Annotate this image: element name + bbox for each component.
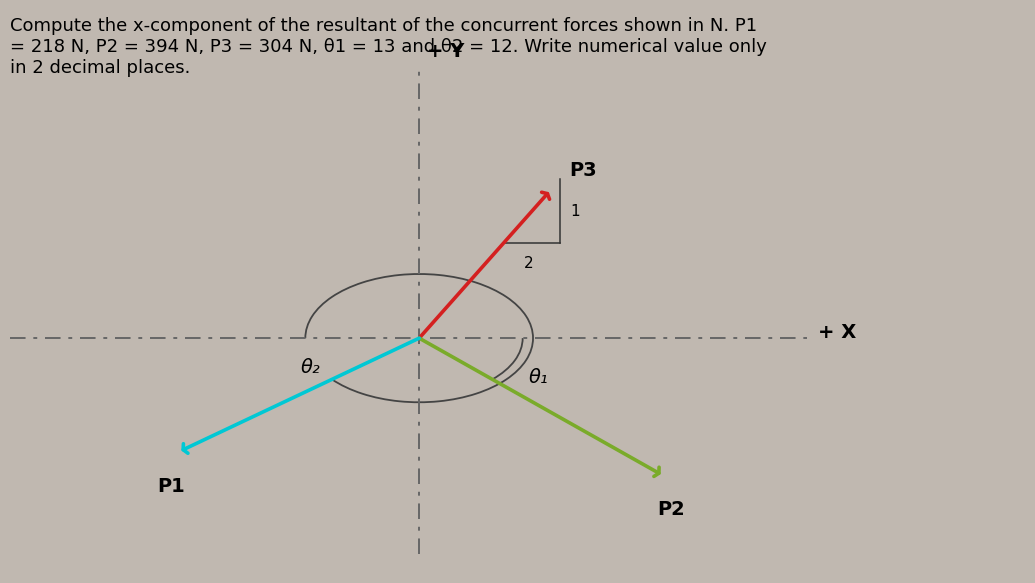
Text: P2: P2 <box>657 500 685 519</box>
Text: + X: + X <box>818 323 856 342</box>
Text: Compute the x-component of the resultant of the concurrent forces shown in N. P1: Compute the x-component of the resultant… <box>10 17 767 77</box>
Text: + Y: + Y <box>427 42 465 61</box>
Text: 2: 2 <box>524 256 534 271</box>
Text: P3: P3 <box>569 161 597 181</box>
Text: P1: P1 <box>157 477 185 496</box>
Text: 1: 1 <box>570 203 581 219</box>
Text: θ₂: θ₂ <box>300 358 321 377</box>
Text: θ₁: θ₁ <box>528 368 549 387</box>
